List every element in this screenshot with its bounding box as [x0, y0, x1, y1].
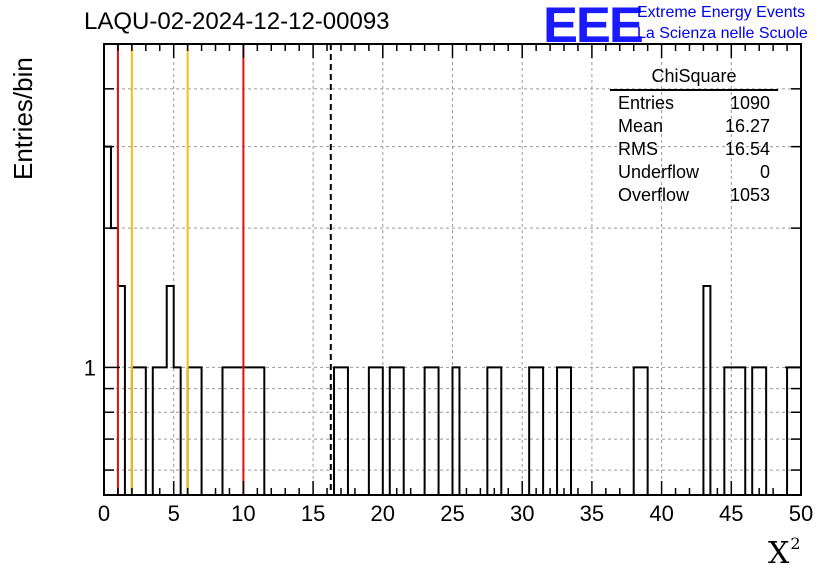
x-tick-label: 10: [231, 501, 255, 526]
x-tick-label: 25: [440, 501, 464, 526]
stat-row-rms: RMS 16.54: [618, 139, 770, 162]
x-axis-label: X2: [768, 534, 801, 571]
x-tick-label: 40: [649, 501, 673, 526]
stats-box-title: ChiSquare: [651, 66, 737, 86]
y-axis: 1: [84, 88, 801, 471]
x-tick-label: 45: [719, 501, 743, 526]
x-tick-label: 20: [371, 501, 395, 526]
eee-logo: EEE: [543, 0, 644, 53]
stat-value: 0: [759, 162, 770, 182]
y-tick-label: 1: [84, 355, 96, 380]
stat-value: 16.27: [724, 116, 770, 136]
stat-value: 1053: [729, 185, 770, 205]
x-tick-label: 5: [168, 501, 180, 526]
logo-text-line1: Extreme Energy Events: [637, 4, 806, 21]
x-axis: 0 5 10 15 20 25 30 35 40 45 50: [98, 44, 813, 526]
stat-value: 16.54: [724, 139, 770, 159]
stat-name: Underflow: [618, 162, 700, 182]
x-tick-label: 0: [98, 501, 110, 526]
x-tick-label: 35: [580, 501, 604, 526]
stat-value: 1090: [729, 93, 770, 113]
x-axis-label-superscript: 2: [790, 534, 801, 553]
y-axis-label: Entries/bin: [8, 57, 38, 180]
stat-row-entries: Entries 1090: [618, 93, 770, 116]
stat-row-underflow: Underflow 0: [618, 162, 770, 185]
stats-box: ChiSquare Entries 1090 Mean 16.27 RMS 16…: [610, 66, 778, 206]
stat-name: RMS: [618, 139, 658, 159]
x-tick-label: 50: [789, 501, 813, 526]
x-tick-label: 15: [301, 501, 325, 526]
stat-name: Mean: [618, 116, 664, 136]
stat-name: Entries: [618, 93, 675, 113]
x-tick-label: 30: [510, 501, 534, 526]
logo-text-line2: La Scienza nelle Scuole: [637, 25, 808, 42]
stat-name: Overflow: [618, 185, 690, 205]
x-axis-label-base: X: [768, 536, 790, 571]
stats-box-divider: [610, 89, 778, 91]
stat-row-overflow: Overflow 1053: [618, 185, 770, 208]
run-title: LAQU-02-2024-12-12-00093: [84, 8, 390, 35]
stat-row-mean: Mean 16.27: [618, 116, 770, 139]
